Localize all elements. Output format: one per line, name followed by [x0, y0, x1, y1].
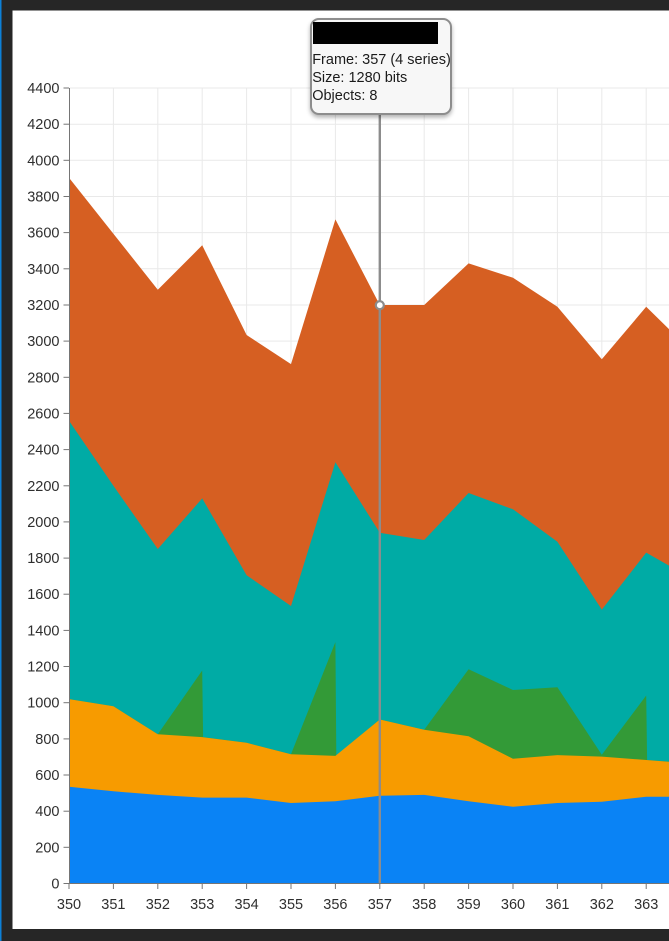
svg-text:2000: 2000 [27, 515, 59, 531]
svg-text:1200: 1200 [27, 660, 59, 676]
svg-text:362: 362 [590, 897, 614, 913]
svg-text:3400: 3400 [27, 262, 59, 278]
svg-text:2400: 2400 [27, 443, 59, 459]
svg-text:353: 353 [190, 897, 214, 913]
svg-text:1600: 1600 [27, 587, 59, 603]
svg-text:359: 359 [456, 897, 480, 913]
svg-text:0: 0 [51, 877, 59, 893]
svg-text:4200: 4200 [27, 117, 59, 133]
svg-text:800: 800 [35, 732, 59, 748]
svg-text:1000: 1000 [27, 696, 59, 712]
svg-text:358: 358 [412, 897, 436, 913]
svg-text:354: 354 [234, 897, 258, 913]
svg-text:351: 351 [101, 897, 125, 913]
svg-text:2800: 2800 [27, 370, 59, 386]
svg-text:357: 357 [368, 897, 392, 913]
svg-text:1400: 1400 [27, 623, 59, 639]
svg-text:356: 356 [323, 897, 347, 913]
svg-text:3800: 3800 [27, 190, 59, 206]
svg-text:4000: 4000 [27, 153, 59, 169]
svg-text:600: 600 [35, 768, 59, 784]
svg-text:350: 350 [57, 897, 81, 913]
svg-text:3600: 3600 [27, 226, 59, 242]
svg-text:1800: 1800 [27, 551, 59, 567]
svg-text:2200: 2200 [27, 479, 59, 495]
svg-text:400: 400 [35, 804, 59, 820]
svg-text:200: 200 [35, 840, 59, 856]
svg-text:3000: 3000 [27, 334, 59, 350]
svg-text:363: 363 [634, 897, 658, 913]
svg-text:361: 361 [545, 897, 569, 913]
svg-text:352: 352 [146, 897, 170, 913]
svg-text:4400: 4400 [27, 81, 59, 97]
svg-text:355: 355 [279, 897, 303, 913]
svg-text:2600: 2600 [27, 406, 59, 422]
svg-text:3200: 3200 [27, 298, 59, 314]
svg-text:360: 360 [501, 897, 525, 913]
